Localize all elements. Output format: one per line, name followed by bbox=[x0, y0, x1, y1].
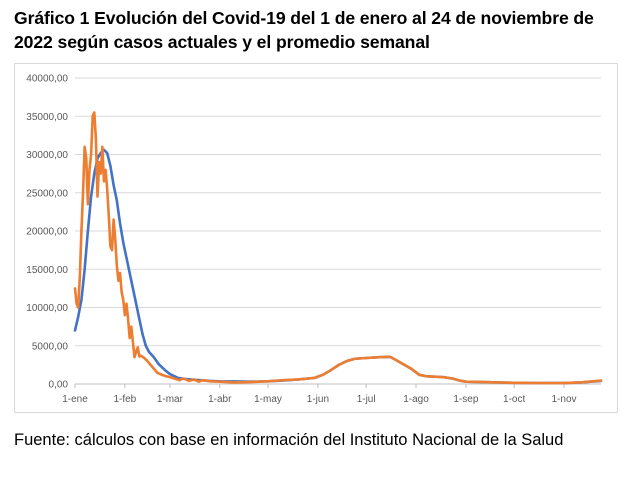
y-tick-label: 5000,00 bbox=[32, 341, 69, 352]
y-tick-label: 10000,00 bbox=[26, 303, 68, 314]
x-tick-label: 1-ene bbox=[62, 394, 88, 405]
x-axis: 1-ene 1-feb 1-mar 1-abr 1-may 1-jun 1-jul 1-ago… bbox=[62, 384, 577, 405]
line-chart: 0,00 5000,00 10000,00 15000,00 20000,00 25000… bbox=[26, 74, 603, 405]
y-tick-label: 25000,00 bbox=[26, 188, 68, 199]
y-tick-label: 15000,00 bbox=[26, 265, 68, 276]
series-line-orange bbox=[73, 111, 603, 385]
x-tick-label: 1-oct bbox=[503, 394, 525, 405]
x-tick-label: 1-may bbox=[254, 394, 282, 405]
x-tick-label: 1-feb bbox=[113, 394, 136, 405]
y-tick-label: 0,00 bbox=[49, 380, 69, 391]
chart-title: Gráfico 1 Evolución del Covid-19 del 1 d… bbox=[14, 8, 594, 52]
x-tick-label: 1-sep bbox=[453, 394, 478, 405]
x-tick-label: 1-jul bbox=[357, 394, 376, 405]
y-axis: 0,00 5000,00 10000,00 15000,00 20000,00 25000… bbox=[26, 74, 68, 391]
x-tick-label: 1-nov bbox=[551, 394, 576, 405]
x-tick-label: 1-jun bbox=[307, 394, 329, 405]
series-line-blue bbox=[73, 148, 603, 385]
source-note: Fuente: cálculos con base en información… bbox=[14, 431, 564, 449]
x-tick-label: 1-abr bbox=[208, 394, 232, 405]
series-lines bbox=[73, 111, 603, 385]
gridlines bbox=[75, 77, 601, 385]
chart-area: 0,00 5000,00 10000,00 15000,00 20000,00 25000… bbox=[14, 63, 618, 413]
y-tick-label: 20000,00 bbox=[26, 227, 68, 238]
x-tick-label: 1-ago bbox=[403, 394, 429, 405]
y-tick-label: 40000,00 bbox=[26, 74, 68, 85]
y-tick-label: 30000,00 bbox=[26, 150, 68, 161]
x-tick-label: 1-mar bbox=[157, 394, 184, 405]
y-tick-label: 35000,00 bbox=[26, 112, 68, 123]
